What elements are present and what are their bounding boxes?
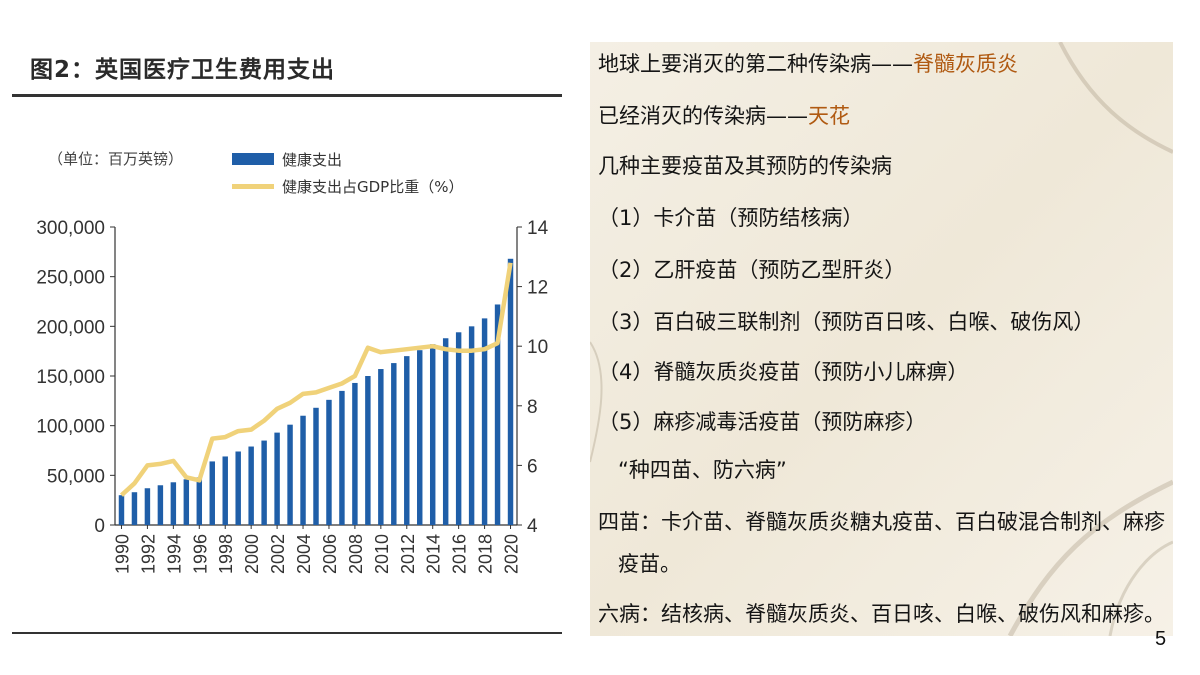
x-tick-label: 1996 xyxy=(190,534,210,574)
legend-swatch-bar xyxy=(232,153,274,165)
x-tick-label: 2020 xyxy=(502,534,522,574)
line2-highlight: 天花 xyxy=(808,104,850,128)
x-tick-label: 1992 xyxy=(138,534,158,574)
bar-health-spending xyxy=(391,363,397,525)
bar-health-spending xyxy=(442,338,449,525)
left-tick-label: 300,000 xyxy=(36,218,105,239)
vaccine-item-4: （4）脊髓灰质炎疫苗（预防小儿麻痹） xyxy=(598,360,969,384)
legend-label-bar: 健康支出 xyxy=(282,151,342,169)
x-tick-label: 1998 xyxy=(216,534,236,574)
bar-health-spending xyxy=(274,432,280,525)
bar-health-spending xyxy=(365,376,371,525)
right-tick-label: 14 xyxy=(527,218,549,239)
text-panel: 地球上要消灭的第二种传染病——脊髓灰质炎 已经消灭的传染病——天花 几种主要疫苗… xyxy=(590,42,1173,636)
vaccine-item-5: （5）麻疹减毒活疫苗（预防麻疹） xyxy=(598,410,927,434)
vaccine-item-1: （1）卡介苗（预防结核病） xyxy=(598,206,864,230)
vaccine-item-3: （3）百白破三联制剂（预防百日咳、白喉、破伤风） xyxy=(598,310,1095,334)
x-tick-label: 2018 xyxy=(476,534,496,574)
bar-health-spending xyxy=(261,440,267,525)
bar-health-spending xyxy=(378,369,384,525)
title-rule xyxy=(12,94,562,97)
vaccine-heading: 几种主要疫苗及其预防的传染病 xyxy=(598,154,892,178)
slogan: “种四苗、防六病” xyxy=(618,458,787,482)
line-second-disease: 地球上要消灭的第二种传染病——脊髓灰质炎 xyxy=(598,48,1018,78)
bar-health-spending xyxy=(183,479,190,525)
bar-health-spending xyxy=(481,318,488,525)
line-series xyxy=(119,262,513,497)
x-tick-label: 2008 xyxy=(346,534,366,574)
bar-health-spending xyxy=(235,451,241,525)
vaccine-item-2: （2）乙肝疫苗（预防乙型肝炎） xyxy=(598,258,906,282)
legend-swatch-line xyxy=(232,184,274,189)
left-tick-label: 250,000 xyxy=(36,268,105,289)
bar-health-spending xyxy=(468,326,475,525)
chart-title: 图2：英国医疗卫生费用支出 xyxy=(30,57,336,83)
bar-health-spending xyxy=(417,350,423,525)
line2-prefix: 已经消灭的传染病—— xyxy=(598,104,808,128)
bar-health-spending xyxy=(287,424,293,525)
bar-health-spending xyxy=(248,446,254,525)
line-gdp-share xyxy=(119,262,513,497)
x-tick-label: 2016 xyxy=(450,534,470,574)
bar-health-spending xyxy=(196,477,203,525)
bar-health-spending xyxy=(326,399,332,525)
bar-health-spending xyxy=(352,382,358,525)
bar-health-spending xyxy=(118,495,125,525)
bar-health-spending xyxy=(339,390,345,525)
bar-health-spending xyxy=(300,415,306,525)
right-tick-label: 8 xyxy=(527,397,538,418)
x-tick-label: 2000 xyxy=(242,534,262,574)
decorative-branch xyxy=(590,42,1173,636)
legend: （单位：百万英镑） 健康支出 健康支出占GDP比重（%） xyxy=(48,150,463,196)
tick-labels: 0 50,000 100,000 150,000 200,000 250,000 300,0… xyxy=(36,218,548,574)
left-tick-label: 150,000 xyxy=(36,367,105,388)
right-tick-label: 4 xyxy=(527,516,538,537)
x-tick-label: 2002 xyxy=(268,534,288,574)
left-tick-label: 200,000 xyxy=(36,317,105,338)
line1-highlight: 脊髓灰质炎 xyxy=(913,52,1018,76)
page-number: 5 xyxy=(1155,628,1167,650)
bar-health-spending xyxy=(157,485,164,525)
x-tick-label: 2010 xyxy=(372,534,392,574)
four-vaccines-line1: 四苗：卡介苗、脊髓灰质炎糖丸疫苗、百白破混合制剂、麻疹 xyxy=(598,510,1165,534)
line-eradicated-disease: 已经消灭的传染病——天花 xyxy=(598,100,850,130)
chart-svg: 0 50,000 100,000 150,000 200,000 250,000 300,0… xyxy=(36,150,548,574)
bar-health-spending xyxy=(507,258,514,525)
bar-health-spending xyxy=(494,304,501,525)
left-tick-label: 100,000 xyxy=(36,417,105,438)
bar-health-spending xyxy=(209,461,215,525)
left-tick-label: 50,000 xyxy=(47,466,105,487)
six-diseases: 六病：结核病、脊髓灰质炎、百日咳、白喉、破伤风和麻疹。 xyxy=(598,602,1165,626)
bar-health-spending xyxy=(404,356,410,525)
bar-health-spending xyxy=(455,332,462,525)
right-tick-label: 12 xyxy=(527,278,548,299)
bar-series xyxy=(118,258,514,525)
bar-health-spending xyxy=(429,344,436,525)
bar-health-spending xyxy=(144,488,151,525)
x-tick-label: 2006 xyxy=(320,534,340,574)
bar-health-spending xyxy=(170,482,177,525)
x-tick-label: 2012 xyxy=(398,534,418,574)
bar-health-spending xyxy=(313,407,319,525)
left-tick-label: 0 xyxy=(94,516,105,537)
bar-health-spending xyxy=(222,456,228,525)
four-vaccines-line2: 疫苗。 xyxy=(618,552,681,576)
bottom-rule xyxy=(12,632,562,634)
bar-health-spending xyxy=(131,492,138,525)
x-tick-label: 2014 xyxy=(424,534,444,574)
x-tick-label: 1990 xyxy=(112,534,132,574)
legend-label-line: 健康支出占GDP比重（%） xyxy=(282,178,463,196)
right-tick-label: 10 xyxy=(527,337,548,358)
unit-note: （单位：百万英镑） xyxy=(48,150,183,168)
x-tick-label: 2004 xyxy=(294,534,314,574)
right-tick-label: 6 xyxy=(527,456,538,477)
line1-prefix: 地球上要消灭的第二种传染病—— xyxy=(598,52,913,76)
x-tick-label: 1994 xyxy=(164,534,184,574)
